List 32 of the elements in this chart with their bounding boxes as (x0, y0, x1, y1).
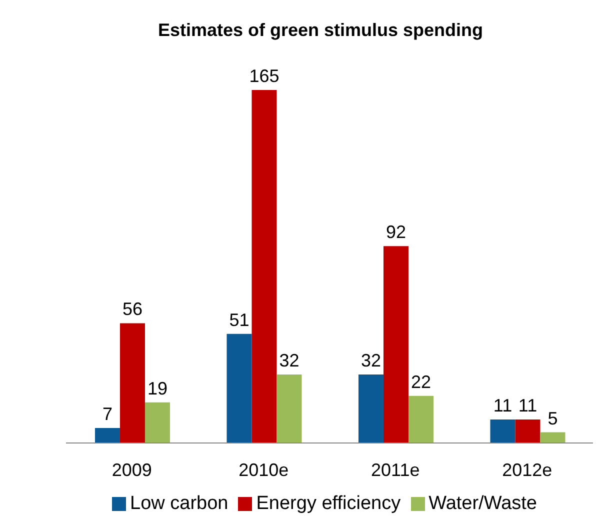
bar (515, 419, 540, 443)
data-label: 5 (548, 408, 558, 428)
data-label: 32 (279, 350, 300, 371)
data-label: 165 (249, 66, 280, 86)
bar (144, 402, 170, 443)
x-tick-label: 2011e (371, 460, 420, 480)
data-label: 11 (493, 395, 512, 416)
bar (226, 334, 252, 443)
data-label: 11 (518, 395, 538, 416)
bar (383, 246, 408, 443)
bar (276, 374, 302, 443)
bar (490, 419, 516, 443)
bar (252, 90, 277, 443)
x-tick-label: 2012e (502, 460, 552, 480)
data-label: 51 (229, 310, 250, 330)
data-label: 22 (410, 372, 431, 392)
legend-label: Low carbon (130, 493, 228, 514)
bar (120, 323, 145, 443)
data-label: 19 (147, 378, 168, 398)
data-label: 32 (360, 350, 381, 371)
data-label: 56 (122, 299, 142, 320)
bar (358, 374, 384, 443)
data-label: 7 (102, 404, 112, 424)
legend-label: Water/Waste (428, 493, 537, 514)
x-tick-label: 2010e (238, 460, 289, 480)
x-tick-label: 2009 (112, 460, 152, 480)
bar (94, 428, 120, 443)
bar (540, 432, 566, 443)
bar (408, 396, 434, 443)
chart-title: Estimates of green stimulus spending (156, 19, 484, 42)
data-label: 92 (386, 222, 406, 242)
legend-label: Energy efficiency (256, 493, 401, 514)
